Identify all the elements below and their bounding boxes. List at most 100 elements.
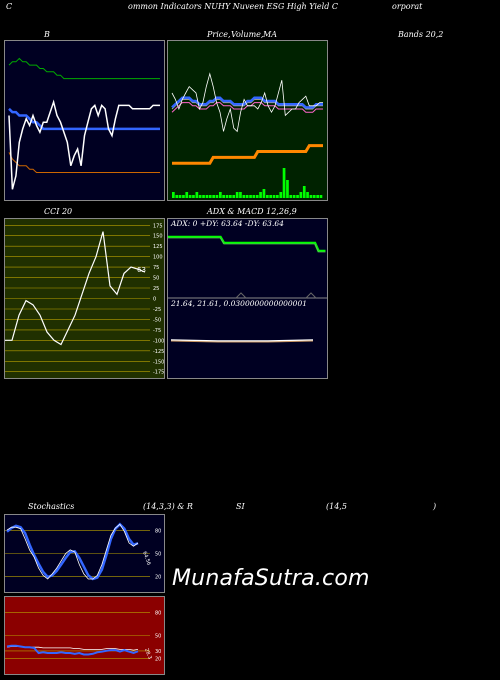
macd-signal-line: [170, 340, 314, 343]
volume-bar: [259, 192, 262, 198]
volume-bar: [215, 195, 219, 198]
upper-band-line: [8, 57, 160, 80]
macd-line: [170, 339, 314, 342]
rsi-params-label: (14,5: [326, 502, 347, 511]
cci-tick-label: 25: [153, 286, 159, 292]
rsi-last-value: 28.3: [143, 648, 152, 661]
stoch-tick-label: 20: [155, 575, 161, 581]
volume-bar: [212, 195, 215, 198]
header-title-right: orporat: [392, 2, 423, 11]
brand-watermark: MunafaSutra.com: [172, 566, 370, 591]
bollinger-chart: [8, 57, 160, 190]
rsi-tick-label: 80: [155, 610, 161, 616]
volume-bar: [252, 195, 256, 198]
ma-label: MA: [263, 30, 277, 39]
rsi-label: SI: [236, 502, 245, 511]
adx-macd-chart: [168, 235, 327, 343]
volume-bar: [302, 186, 306, 198]
volume-bar: [185, 192, 189, 198]
volume-bar: [269, 195, 272, 198]
rsi-ma-line: [6, 644, 139, 656]
volume-bar: [242, 195, 246, 198]
cci-tick-label: -125: [153, 349, 164, 355]
cci-label: CCI 20: [44, 207, 73, 216]
cci-tick-label: -150: [153, 359, 164, 365]
volume-bar: [249, 195, 252, 198]
header-title-mid: ommon Indicators NUHY Nuveen ESG High Yi…: [128, 2, 339, 11]
cci-tick-label: -25: [153, 307, 161, 313]
middle-band-line: [8, 107, 160, 131]
price-label: Price,: [207, 30, 231, 39]
stoch-last-value: 64.56: [141, 551, 152, 567]
volume-bar: [319, 195, 323, 198]
stochastics-chart: 80 50 20 64.56: [5, 522, 161, 581]
volume-bar: [229, 195, 232, 198]
cci-tick-label: 125: [153, 244, 163, 250]
rsi-panel: 80 50 30 20 28.3: [4, 596, 165, 675]
volume-label: Volume,: [231, 30, 264, 39]
rsi-tick-label: 30: [155, 649, 161, 655]
volume-bar: [255, 195, 259, 198]
minus-dy-line: [168, 237, 326, 253]
bollinger-panel: [4, 40, 165, 201]
volume-bar: [175, 195, 179, 198]
price-line: [171, 72, 323, 133]
stochastics-panel: 80 50 20 64.56: [4, 514, 165, 593]
stoch-tick-label: 80: [155, 528, 161, 534]
cci-tick-label: -75: [153, 328, 161, 334]
cci-last-value: 63: [137, 266, 146, 274]
volume-bar: [299, 192, 303, 198]
cci-panel: 175 150 125 100 75 50 25 0 -25 -50 -75 -100 -125 -150…: [4, 218, 165, 379]
volume-bar: [245, 195, 249, 198]
stoch-k-line: [6, 523, 139, 580]
lower-band-line: [8, 152, 160, 173]
cci-tick-label: 100: [153, 255, 163, 261]
volume-bar: [188, 195, 192, 198]
cci-tick-label: 50: [153, 276, 159, 282]
cci-tick-label: 75: [153, 265, 159, 271]
volume-bar: [208, 195, 212, 198]
volume-bar: [202, 195, 205, 198]
price-line: [8, 99, 160, 190]
volume-bar: [222, 195, 225, 198]
rsi-tick-label: 50: [155, 634, 161, 640]
bands-label: Bands 20,2: [398, 30, 444, 39]
ema-line: [172, 144, 323, 165]
volume-bar: [276, 195, 279, 198]
cci-chart: 175 150 125 100 75 50 25 0 -25 -50 -75 -100 -125 -150…: [5, 223, 164, 376]
cci-line: [5, 231, 146, 346]
bollinger-label-left: B: [44, 30, 50, 39]
cci-tick-label: 0: [153, 297, 156, 303]
stoch-label: Stochastics: [28, 502, 75, 511]
volume-bar: [272, 195, 276, 198]
adx-title-label: ADX & MACD 12,26,9: [207, 207, 297, 216]
volume-bar: [279, 192, 283, 198]
cci-tick-label: 175: [153, 223, 163, 229]
rsi-tick-label: 20: [155, 657, 161, 663]
volume-bar: [306, 192, 309, 198]
volume-bar: [232, 195, 236, 198]
stoch-tick-label: 50: [155, 552, 161, 558]
volume-bar: [192, 195, 195, 198]
volume-bar: [262, 189, 266, 198]
cci-tick-label: 150: [153, 234, 163, 240]
adx-marker: [305, 292, 317, 299]
adx-marker: [235, 292, 247, 299]
adx-macd-panel: [167, 218, 328, 379]
volume-bar: [309, 195, 313, 198]
volume-bar: [286, 180, 289, 198]
price-volume-panel: [167, 40, 328, 201]
volume-bar: [195, 192, 199, 198]
cci-tick-label: -100: [153, 338, 164, 344]
volume-bar: [172, 192, 175, 198]
volume-bar: [182, 195, 185, 198]
plus-dy-line: [168, 235, 326, 253]
volume-bar: [219, 192, 222, 198]
cci-tick-label: -50: [153, 317, 161, 323]
volume-bar: [239, 192, 242, 198]
volume-bar: [235, 192, 239, 198]
volume-bar: [225, 195, 229, 198]
macd-values-label: 21.64, 21.61, 0.0300000000000001: [171, 299, 307, 308]
price-volume-chart: [171, 72, 323, 198]
